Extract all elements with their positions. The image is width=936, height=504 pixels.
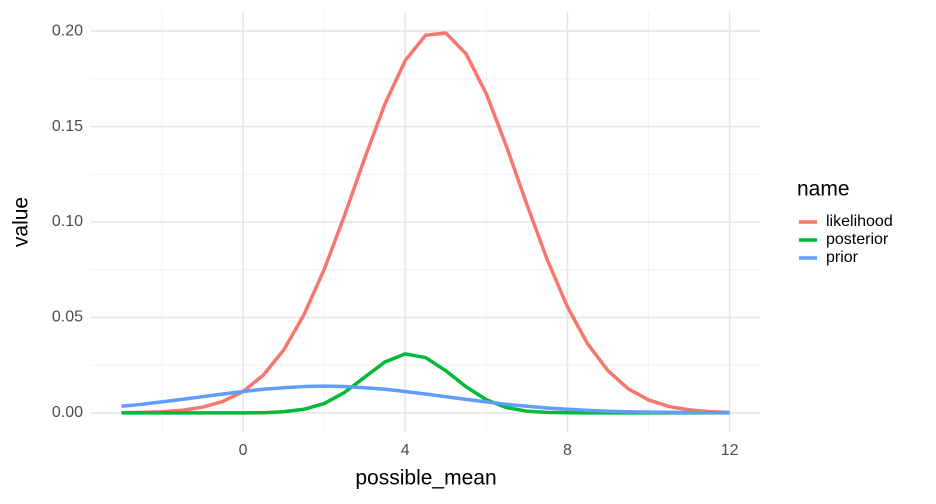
legend-title: name: [797, 178, 850, 201]
y-tick-label: 0.20: [52, 22, 83, 39]
y-tick-label: 0.10: [52, 213, 83, 230]
legend-label: posterior: [826, 231, 889, 248]
x-tick-label: 4: [401, 442, 410, 459]
y-tick-label: 0.15: [52, 118, 83, 135]
x-tick-label: 0: [239, 442, 248, 459]
legend-label: likelihood: [826, 213, 893, 230]
x-tick-label: 12: [721, 442, 739, 459]
y-tick-label: 0.05: [52, 309, 83, 326]
y-axis-label: value: [10, 197, 33, 247]
y-tick-label: 0.00: [52, 404, 83, 421]
legend-label: prior: [826, 249, 859, 266]
x-axis-label: possible_mean: [355, 467, 496, 490]
x-tick-label: 8: [563, 442, 572, 459]
series-line: [121, 31, 730, 415]
series-line: [121, 384, 730, 415]
